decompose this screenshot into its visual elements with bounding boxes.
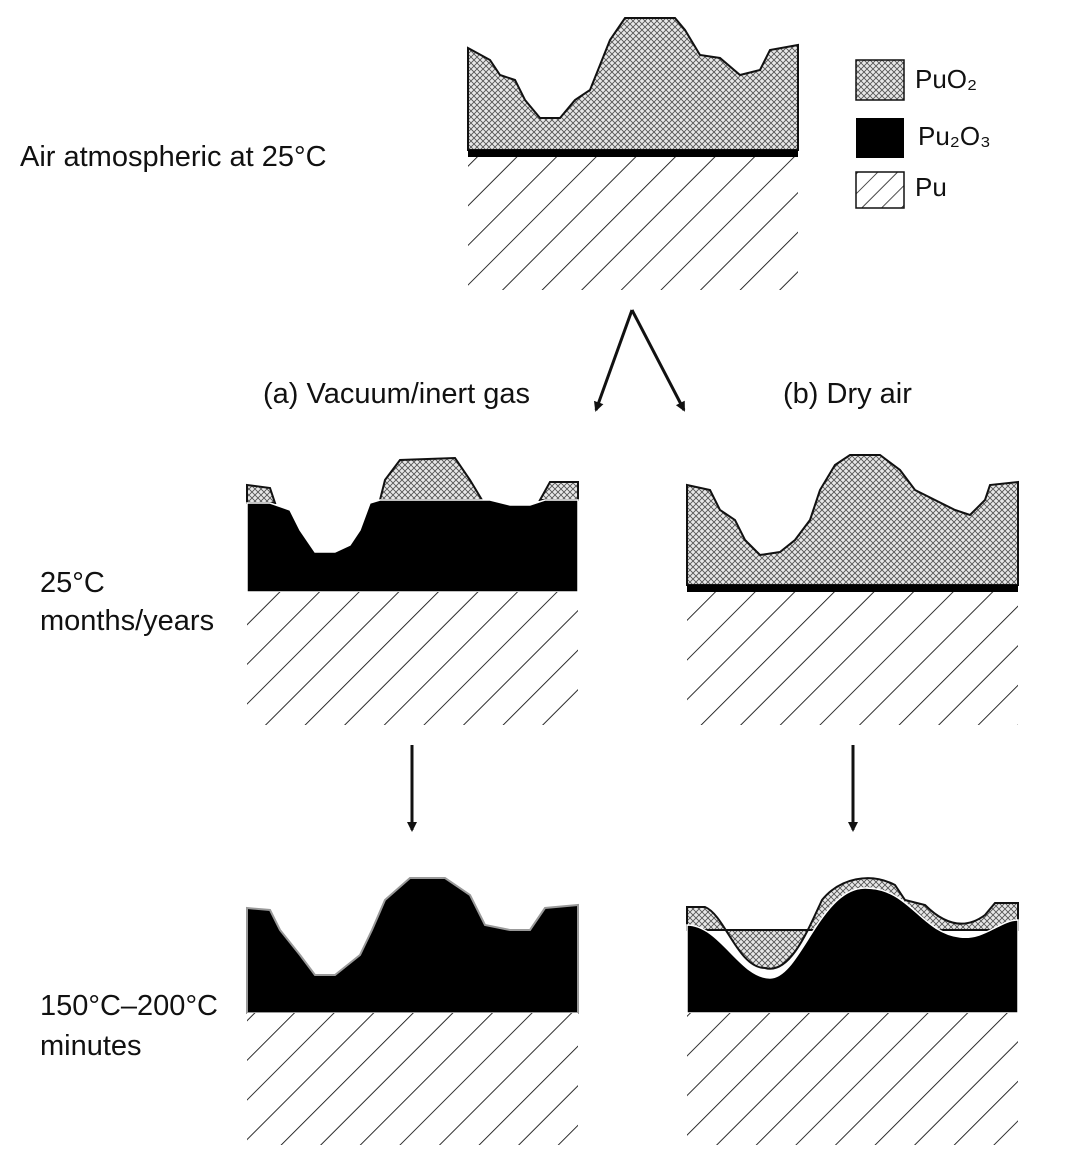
puo2-layer	[686, 454, 1019, 586]
puo2-layer	[378, 456, 484, 501]
pu2o3-layer	[468, 150, 798, 157]
panel-b-stage2	[686, 877, 1019, 1145]
arrows	[407, 309, 858, 832]
pu-metal	[687, 1013, 1018, 1145]
stage-line: minutes	[40, 1030, 142, 1062]
legend: PuO₂ Pu₂O₃ Pu	[855, 59, 991, 209]
panel-initial	[467, 17, 799, 290]
pu-metal	[468, 157, 798, 290]
legend-swatch	[856, 118, 904, 158]
arrow	[630, 309, 686, 412]
legend-swatch	[855, 59, 905, 101]
branch-label: (a) Vacuum/inert gas	[263, 378, 530, 410]
branch-label: (b) Dry air	[783, 378, 912, 410]
pu-metal	[687, 592, 1018, 725]
puo2-layer	[246, 483, 277, 504]
legend-label: Pu	[915, 172, 947, 202]
puo2-layer	[538, 481, 579, 501]
pu-metal	[247, 1013, 578, 1145]
panel-a-stage1	[246, 456, 579, 725]
pu2o3-layer	[246, 877, 579, 1014]
legend-swatch	[855, 171, 905, 209]
panel-a-stage2	[246, 877, 579, 1145]
pu2o3-layer	[686, 887, 1019, 1014]
legend-label: PuO₂	[915, 64, 977, 94]
stage-label: 25°C months/years	[40, 567, 214, 637]
pu2o3-layer	[687, 585, 1018, 592]
pu-metal	[247, 592, 578, 725]
stage-line: months/years	[40, 605, 214, 637]
panel-b-stage1	[686, 454, 1019, 725]
stage-label: 150°C–200°C minutes	[40, 990, 226, 1062]
puo2-layer	[467, 17, 799, 151]
arrow	[594, 309, 634, 412]
header-label: Air atmospheric at 25°C	[20, 141, 327, 173]
pu2o3-layer	[246, 499, 579, 593]
stage-line: 25°C	[40, 567, 105, 599]
stage-line: 150°C–200°C	[40, 990, 218, 1022]
legend-label: Pu₂O₃	[918, 121, 991, 151]
